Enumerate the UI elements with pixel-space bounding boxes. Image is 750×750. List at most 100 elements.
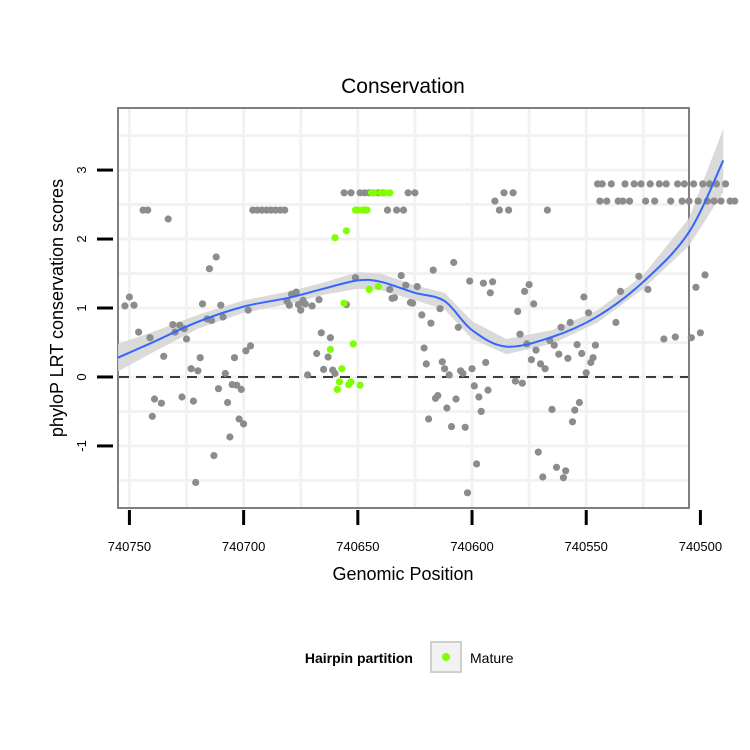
data-point: [304, 371, 312, 379]
data-point: [150, 395, 159, 403]
legend-label-mature: Mature: [470, 650, 514, 666]
data-point-mature: [338, 365, 346, 373]
data-point: [550, 341, 558, 349]
data-point: [701, 271, 709, 279]
data-point: [413, 283, 421, 291]
legend-key-dot: [442, 653, 450, 661]
data-point: [525, 281, 533, 289]
data-point: [121, 302, 129, 310]
data-point: [589, 354, 597, 362]
data-point: [146, 334, 154, 342]
data-point: [420, 344, 428, 352]
data-point: [495, 206, 503, 214]
data-point: [436, 305, 444, 313]
data-point-mature: [370, 189, 378, 197]
data-point-mature: [365, 285, 373, 293]
data-point-mature: [342, 227, 350, 235]
data-point: [477, 407, 485, 415]
loess-curve: [117, 159, 725, 359]
data-point: [160, 352, 168, 360]
data-point: [399, 206, 408, 214]
data-point: [578, 349, 586, 358]
data-point: [710, 197, 718, 205]
data-point: [721, 180, 730, 188]
data-point: [409, 299, 417, 307]
data-point: [612, 318, 620, 327]
data-point: [461, 423, 469, 431]
data-point: [418, 311, 426, 319]
data-point: [596, 197, 604, 205]
data-point-mature: [326, 345, 334, 353]
data-point: [242, 347, 250, 355]
data-point: [571, 406, 579, 414]
data-point: [575, 398, 584, 407]
x-tick-label: 740600: [450, 539, 493, 554]
axes: -1 0 1 2 3 740750 740700 740650 740600 740550 7405…: [74, 166, 722, 554]
data-point: [422, 360, 430, 368]
legend-title: Hairpin partition: [305, 650, 413, 666]
data-point: [644, 285, 652, 293]
data-point: [685, 197, 693, 205]
data-point: [347, 189, 355, 197]
x-tick-label: 740500: [679, 539, 722, 554]
data-point: [642, 197, 650, 205]
data-point: [294, 301, 302, 309]
data-point: [340, 189, 348, 197]
data-point: [621, 180, 629, 188]
data-point: [660, 335, 668, 343]
data-point: [674, 180, 682, 188]
data-point: [292, 288, 300, 296]
data-point: [536, 360, 545, 368]
data-point: [445, 371, 453, 379]
data-point: [479, 279, 487, 287]
data-point: [573, 341, 581, 349]
y-tick-label: -1: [74, 440, 89, 452]
points-layer: [121, 180, 739, 497]
data-point: [205, 265, 213, 273]
x-tick-label: 740700: [222, 539, 265, 554]
data-point: [443, 404, 451, 412]
data-point-mature: [331, 234, 339, 242]
data-point: [662, 180, 670, 188]
data-point: [630, 180, 638, 188]
data-point: [219, 313, 227, 321]
data-point: [582, 369, 590, 377]
y-tick-label: 0: [74, 373, 89, 380]
data-point: [511, 377, 519, 385]
data-point: [717, 197, 725, 205]
legend: Hairpin partition Mature: [305, 641, 514, 673]
grid-lines: [119, 109, 688, 507]
data-point: [217, 301, 225, 309]
data-point: [667, 197, 675, 205]
data-point: [548, 405, 556, 413]
data-point: [687, 334, 695, 342]
data-point: [315, 296, 323, 304]
data-point: [514, 307, 522, 315]
y-tick-label: 1: [74, 304, 89, 311]
data-point-mature: [356, 381, 364, 389]
data-point: [386, 285, 394, 293]
data-point-mature: [386, 189, 394, 197]
data-point: [425, 415, 433, 423]
data-point: [144, 206, 152, 214]
data-point: [164, 215, 172, 223]
data-point: [566, 318, 574, 327]
data-point: [651, 197, 659, 205]
data-point: [564, 354, 572, 362]
data-point: [475, 393, 483, 401]
data-point: [646, 180, 654, 188]
data-point: [135, 328, 143, 336]
data-point: [539, 473, 547, 481]
data-point: [397, 272, 405, 280]
data-point: [690, 180, 698, 188]
data-point: [308, 302, 316, 310]
data-point: [486, 289, 494, 297]
data-point: [530, 300, 538, 308]
data-point: [224, 398, 232, 407]
y-axis-title: phyloP LRT conservation scores: [47, 179, 67, 437]
y-tick-label: 3: [74, 166, 89, 173]
data-point: [324, 353, 332, 361]
data-point: [187, 365, 195, 373]
data-point: [484, 386, 492, 394]
